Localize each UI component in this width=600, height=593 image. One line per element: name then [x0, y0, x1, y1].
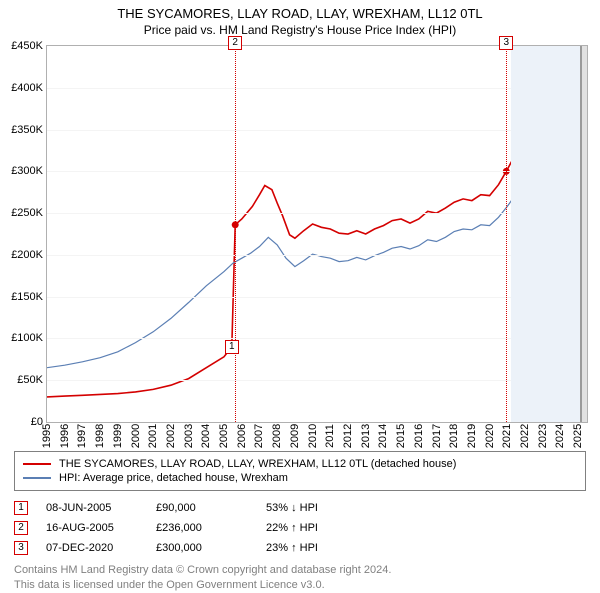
sale-marker: 1	[225, 340, 239, 354]
x-axis-tick: 2002	[165, 424, 177, 448]
today-line	[580, 46, 582, 422]
event-price: £90,000	[156, 502, 266, 514]
x-axis-tick: 1996	[59, 424, 71, 448]
sale-marker: 2	[228, 36, 242, 50]
series-subject	[47, 116, 578, 397]
x-axis-tick: 2013	[360, 424, 372, 448]
x-axis-tick: 2006	[236, 424, 248, 448]
x-axis-tick: 2007	[253, 424, 265, 448]
legend-row: THE SYCAMORES, LLAY ROAD, LLAY, WREXHAM,…	[23, 458, 577, 470]
event-price: £236,000	[156, 522, 266, 534]
event-marker: 2	[14, 521, 28, 535]
y-axis-tick: £400K	[1, 82, 43, 94]
x-axis-tick: 2011	[324, 424, 336, 448]
y-axis-tick: £350K	[1, 124, 43, 136]
x-axis-tick: 1998	[94, 424, 106, 448]
legend-swatch	[23, 477, 51, 479]
x-axis-tick: 2024	[554, 424, 566, 448]
x-axis-tick: 2023	[537, 424, 549, 448]
event-marker: 3	[14, 541, 28, 555]
y-axis-tick: £200K	[1, 249, 43, 261]
x-axis-tick: 2003	[183, 424, 195, 448]
x-axis-tick: 2009	[289, 424, 301, 448]
event-date: 16-AUG-2005	[46, 522, 156, 534]
attribution: Contains HM Land Registry data © Crown c…	[14, 563, 586, 593]
x-axis-tick: 2014	[377, 424, 389, 448]
x-axis-tick: 2005	[218, 424, 230, 448]
x-axis-tick: 2025	[572, 424, 584, 448]
event-delta: 23% ↑ HPI	[266, 542, 386, 554]
x-axis-tick: 2000	[130, 424, 142, 448]
y-axis-tick: £50K	[1, 374, 43, 386]
chart-title-block: THE SYCAMORES, LLAY ROAD, LLAY, WREXHAM,…	[0, 0, 600, 37]
x-axis-tick: 2001	[147, 424, 159, 448]
chart-subtitle: Price paid vs. HM Land Registry's House …	[0, 23, 600, 37]
x-axis-tick: 2016	[413, 424, 425, 448]
event-row: 2 16-AUG-2005£236,00022% ↑ HPI	[14, 521, 586, 535]
x-axis-tick: 2020	[484, 424, 496, 448]
x-axis-tick: 2015	[395, 424, 407, 448]
event-row: 1 08-JUN-2005£90,00053% ↓ HPI	[14, 501, 586, 515]
y-axis-tick: £450K	[1, 40, 43, 52]
shaded-band	[511, 46, 587, 422]
legend: THE SYCAMORES, LLAY ROAD, LLAY, WREXHAM,…	[14, 451, 586, 491]
x-axis-tick: 2008	[271, 424, 283, 448]
sale-marker: 3	[499, 36, 513, 50]
event-marker: 1	[14, 501, 28, 515]
x-axis-tick: 2012	[342, 424, 354, 448]
x-axis-tick: 2022	[519, 424, 531, 448]
chart-title: THE SYCAMORES, LLAY ROAD, LLAY, WREXHAM,…	[0, 6, 600, 21]
x-axis-tick: 2017	[431, 424, 443, 448]
attribution-line: Contains HM Land Registry data © Crown c…	[14, 563, 586, 578]
x-axis-tick: 2019	[466, 424, 478, 448]
y-axis-tick: £250K	[1, 207, 43, 219]
chart-area: £0£50K£100K£150K£200K£250K£300K£350K£400…	[46, 45, 588, 423]
y-axis-tick: £100K	[1, 332, 43, 344]
events-table: 1 08-JUN-2005£90,00053% ↓ HPI 2 16-AUG-2005…	[14, 501, 586, 555]
legend-label: THE SYCAMORES, LLAY ROAD, LLAY, WREXHAM,…	[59, 458, 456, 470]
attribution-line: This data is licensed under the Open Gov…	[14, 578, 586, 593]
sale-vline	[235, 46, 236, 422]
x-axis-tick: 2004	[200, 424, 212, 448]
event-price: £300,000	[156, 542, 266, 554]
legend-swatch	[23, 463, 51, 465]
x-axis-tick: 2021	[501, 424, 513, 448]
x-axis-tick: 1999	[112, 424, 124, 448]
y-axis-tick: £0	[1, 416, 43, 428]
series-hpi	[47, 166, 578, 368]
x-axis-tick: 2018	[448, 424, 460, 448]
event-delta: 22% ↑ HPI	[266, 522, 386, 534]
event-date: 08-JUN-2005	[46, 502, 156, 514]
legend-label: HPI: Average price, detached house, Wrex…	[59, 472, 288, 484]
x-axis-tick: 1995	[41, 424, 53, 448]
event-date: 07-DEC-2020	[46, 542, 156, 554]
sale-vline	[506, 46, 507, 422]
legend-row: HPI: Average price, detached house, Wrex…	[23, 472, 577, 484]
event-delta: 53% ↓ HPI	[266, 502, 386, 514]
y-axis-tick: £150K	[1, 291, 43, 303]
y-axis-tick: £300K	[1, 165, 43, 177]
x-axis-tick: 2010	[307, 424, 319, 448]
x-axis-tick: 1997	[76, 424, 88, 448]
event-row: 3 07-DEC-2020£300,00023% ↑ HPI	[14, 541, 586, 555]
